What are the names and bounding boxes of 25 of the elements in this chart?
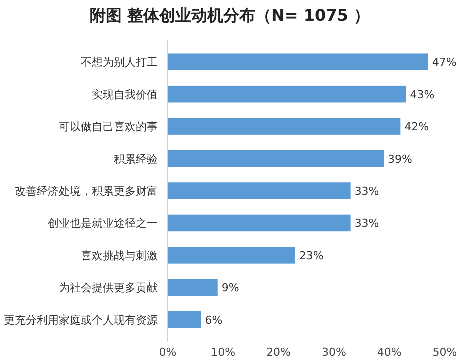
value-label: 23%: [299, 249, 324, 262]
value-label: 33%: [354, 217, 380, 230]
x-tick-label: 0%: [159, 346, 177, 359]
value-label: 43%: [410, 88, 435, 102]
category-label: 积累经验: [114, 152, 158, 166]
category-label: 为社会提供更多贡献: [59, 282, 158, 295]
x-tick-label: 10%: [211, 346, 236, 359]
category-label: 可以做自己喜欢的事: [59, 120, 158, 134]
value-label: 6%: [205, 314, 223, 327]
value-label: 9%: [222, 282, 240, 295]
category-label: 喜欢挑战与刺激: [81, 249, 158, 262]
x-tick-label: 50%: [432, 346, 458, 359]
value-label: 39%: [388, 152, 413, 166]
x-tick-label: 20%: [266, 346, 292, 359]
category-label: 改善经济处境，积累更多财富: [15, 185, 158, 198]
category-label: 创业也是就业途径之一: [48, 217, 158, 230]
value-label: 42%: [404, 120, 430, 134]
category-label: 实现自我价值: [92, 88, 158, 102]
value-label: 33%: [354, 185, 380, 198]
category-label: 更充分利用家庭或个人现有资源: [4, 314, 158, 327]
value-label: 47%: [432, 56, 457, 70]
x-tick-label: 30%: [322, 346, 346, 359]
title: 附图 整体创业动机分布（N= 1075 ）: [90, 6, 370, 25]
category-label: 不想为别人打工: [81, 56, 158, 70]
x-tick-label: 40%: [377, 346, 402, 359]
